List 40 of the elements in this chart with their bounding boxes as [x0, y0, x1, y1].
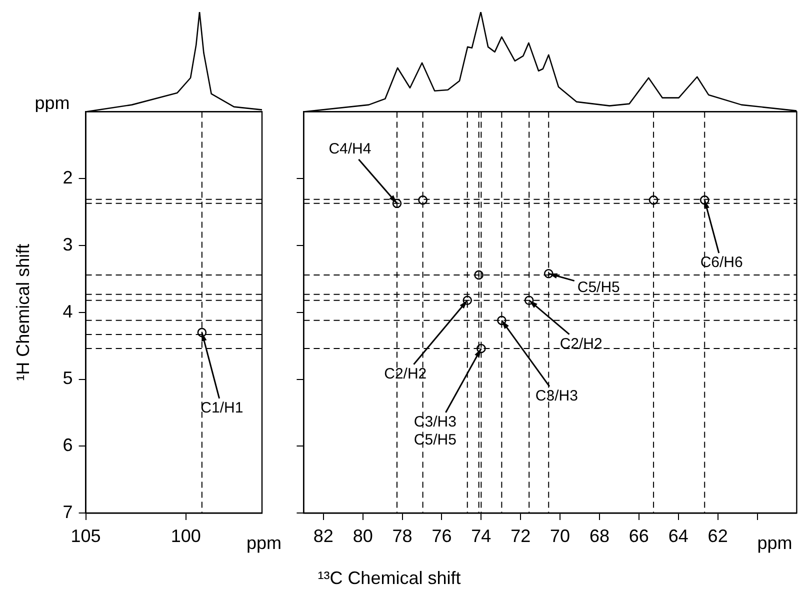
text: ppm	[757, 532, 792, 553]
point	[476, 344, 486, 354]
point	[648, 195, 658, 205]
y-tick-label: 3	[62, 234, 73, 254]
x-tick-label: 100	[170, 526, 201, 546]
y-tick-label: 7	[62, 502, 73, 522]
y-axis-title: ¹H Chemical shift	[12, 244, 33, 381]
point	[544, 268, 554, 278]
annotation: C5/H5	[577, 278, 620, 296]
y-tick-label: 5	[62, 368, 73, 388]
point	[497, 316, 506, 326]
x-tick-label: 72	[510, 526, 531, 546]
point	[418, 195, 428, 205]
annotation: C2/H2	[384, 366, 427, 383]
annotation: C1/H1	[200, 400, 244, 417]
point	[462, 296, 472, 306]
x-axis-title: ppm	[246, 532, 282, 553]
x-tick-label: 76	[432, 526, 452, 546]
point	[700, 195, 710, 205]
x-tick-label: 78	[392, 526, 412, 546]
y-tick-label: 6	[62, 435, 73, 456]
point	[524, 296, 534, 306]
x-tick-label: 80	[352, 526, 373, 546]
x-tick-label: 68	[589, 526, 610, 546]
x-tick-label: 70	[550, 526, 570, 546]
x-tick-label: 62	[708, 526, 728, 546]
point	[392, 198, 402, 208]
annotation: C3/H3	[535, 388, 578, 405]
x-tick-label: 105	[70, 526, 101, 546]
y-tick-label: 2	[62, 168, 73, 188]
annotation: C3/H3 C5/H5	[414, 414, 456, 449]
x-tick-label: 66	[628, 526, 649, 546]
x-tick-label: 74	[471, 526, 492, 546]
point	[474, 270, 484, 280]
x-axis-title: ¹³C Chemical shift	[318, 568, 461, 588]
x-tick-label: 82	[313, 526, 334, 546]
y-tick-label: 4	[62, 301, 73, 322]
annotation: C6/H6	[700, 254, 743, 272]
x-tick-label: 64	[668, 526, 688, 546]
annotation: C4/H4	[328, 140, 372, 158]
